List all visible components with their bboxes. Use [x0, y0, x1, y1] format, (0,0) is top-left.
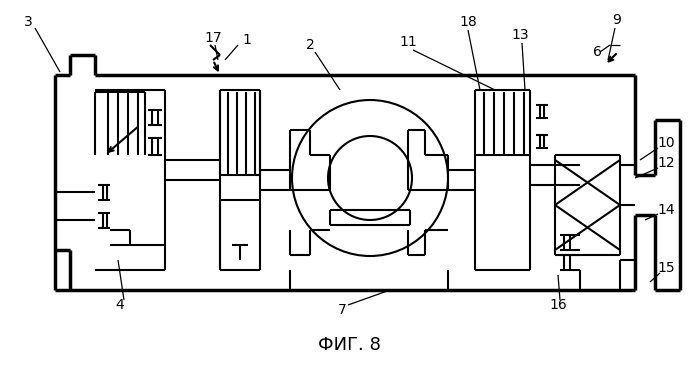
Text: 14: 14: [658, 203, 675, 217]
Text: 15: 15: [658, 261, 675, 275]
Text: 18: 18: [459, 15, 477, 29]
Text: ФИГ. 8: ФИГ. 8: [318, 336, 380, 354]
Text: 10: 10: [658, 136, 675, 150]
Text: 13: 13: [511, 28, 529, 42]
Text: 2: 2: [306, 38, 314, 52]
Text: 12: 12: [658, 156, 675, 170]
Text: 9: 9: [613, 13, 621, 27]
Text: 6: 6: [593, 45, 602, 59]
Text: 3: 3: [24, 15, 32, 29]
Text: 17: 17: [205, 31, 222, 45]
Text: 4: 4: [116, 298, 124, 312]
Text: 7: 7: [338, 303, 346, 317]
Text: 16: 16: [549, 298, 567, 312]
Text: 11: 11: [399, 35, 417, 49]
Text: 1: 1: [243, 33, 251, 47]
